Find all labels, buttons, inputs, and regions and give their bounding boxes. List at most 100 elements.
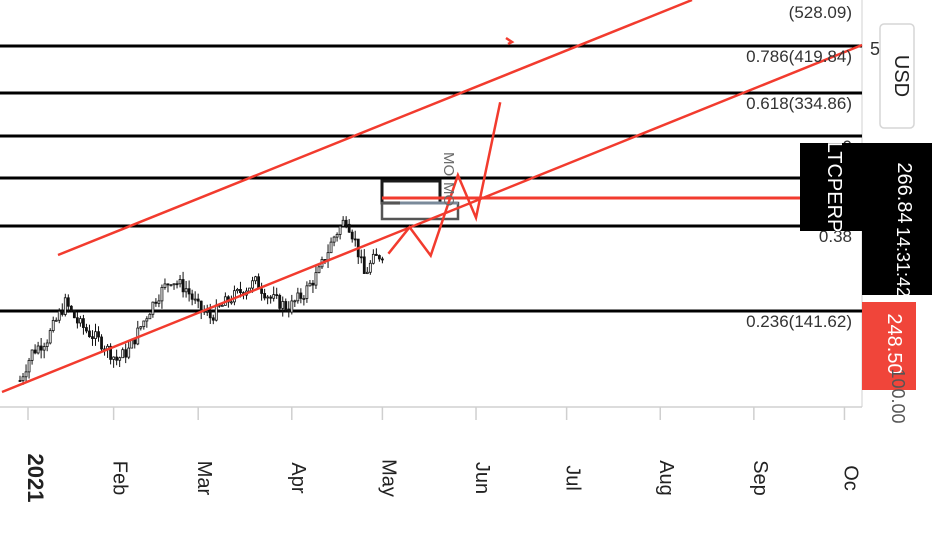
candle [341,216,345,228]
candle [42,342,46,359]
candle [299,288,303,304]
candle [266,295,270,305]
candle [211,314,215,325]
candle [33,344,37,355]
candle [196,293,200,309]
fib-label: 0.236(141.62) [746,312,852,331]
channel-upper-line [57,0,693,257]
candle [124,343,128,364]
candle [311,280,315,293]
candle [278,293,282,310]
time-label: Mar [193,461,215,496]
candle [344,216,348,229]
candle [154,298,158,307]
candle [142,320,146,330]
candle [236,287,239,294]
projection-arrow-head [505,36,515,46]
candle [169,284,173,287]
candle [127,340,131,360]
fib-label: 0.618(334.86) [746,94,852,113]
candle [63,293,67,317]
time-label: Apr [287,462,309,493]
candle [100,334,103,352]
candle [172,283,176,290]
candle [24,364,28,382]
candle [275,287,279,299]
candle [136,320,140,346]
candle [260,282,264,301]
marked-price-tag: 248.50 [862,302,916,390]
candle [284,298,288,312]
fib-levels [0,44,862,313]
time-label: Jun [471,462,493,494]
candle [139,326,143,331]
time-label: May [377,459,399,497]
candle [148,312,152,320]
candle [347,219,351,234]
candle [85,323,88,334]
candle [151,301,155,318]
candle [338,224,342,240]
candle [380,256,384,264]
fib-labels: (528.09)0.786(419.84)0.618(334.86)00.380… [746,3,852,331]
candle [254,275,257,285]
candle [353,230,357,247]
candle [287,301,291,318]
candle [72,309,76,319]
candle [27,357,31,379]
candle [160,284,164,309]
candle [187,280,191,302]
candle [178,275,182,288]
candle [190,289,194,306]
mo-label-lower: MO [440,182,457,206]
time-label: Jul [562,465,584,491]
candle [193,291,197,304]
candle [335,232,339,242]
candle [326,244,330,268]
time-axis: 2021 Feb Mar Apr May Jun Jul Aug Sep Oc [23,407,861,502]
candle [166,283,170,293]
candle [121,347,125,359]
candle [293,299,297,307]
candle [181,271,185,298]
fib-label: (528.09) [789,3,852,22]
time-label: 2021 [23,454,48,503]
candle [350,229,354,243]
candle [60,303,64,317]
candle [332,235,336,247]
marked-price-value: 248.50 [883,313,905,374]
candle [145,316,149,328]
candle [97,326,100,342]
candle [374,248,378,256]
last-price-value: 266.84 [893,162,915,223]
candle [263,288,267,301]
time-label: Sep [749,460,771,496]
countdown-value: 14:31:42 [893,227,913,297]
fib-label: 0.786(419.84) [746,47,852,66]
candle [112,356,116,368]
candle [75,311,79,329]
candle [109,343,112,365]
candle [214,299,218,322]
candle [51,316,55,333]
time-label: Feb [109,461,131,495]
candle [57,308,61,324]
candle [66,294,70,313]
time-label: Oc [839,465,861,491]
candle [30,349,34,365]
candle [39,338,43,359]
candle [69,305,73,313]
projection-path [387,101,502,259]
candle [115,349,119,366]
candle [175,280,179,289]
candle [356,238,360,264]
candle [329,237,333,254]
candle [199,300,203,320]
candle [296,287,300,304]
currency-button[interactable]: USD [879,23,915,129]
fib-label: 0.38 [819,227,852,246]
candle [371,249,375,265]
candle [45,339,49,352]
candle [365,267,369,275]
